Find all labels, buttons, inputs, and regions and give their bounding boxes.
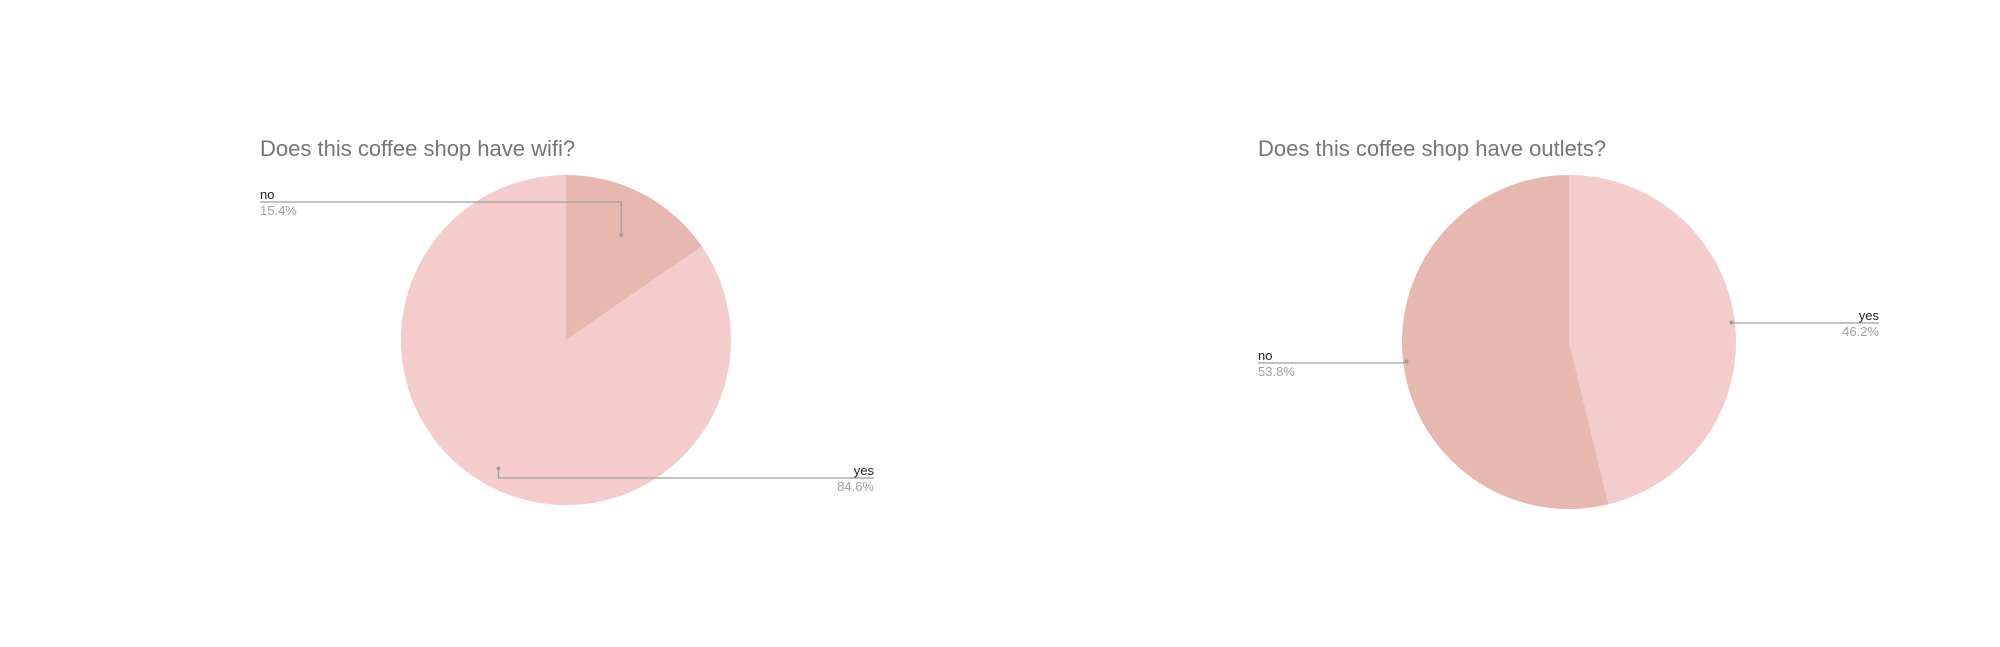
- slice-value-no: 15.4%: [260, 203, 297, 218]
- leader-dot-no: [619, 232, 624, 237]
- leader-line-no: [1258, 361, 1408, 364]
- pie-slice-yes: [401, 175, 731, 505]
- leader-dot-no: [1404, 359, 1409, 364]
- leader-dot-yes: [496, 466, 501, 471]
- slice-value-no: 53.8%: [1258, 364, 1295, 379]
- slice-label-no: no: [260, 187, 274, 202]
- leader-line-yes: [497, 468, 874, 479]
- chart-title: Does this coffee shop have wifi?: [260, 136, 576, 161]
- pie-slice-no: [566, 175, 702, 340]
- pie-slice-yes: [1569, 175, 1736, 505]
- pie-slice-no: [1402, 175, 1609, 509]
- leader-dot-yes: [1729, 320, 1734, 325]
- slice-value-yes: 84.6%: [837, 479, 874, 494]
- slice-label-no: no: [1258, 348, 1272, 363]
- chart-panel-outlets: Does this coffee shop have outlets? yes 4…: [1000, 0, 2000, 647]
- slice-label-yes: yes: [854, 463, 875, 478]
- slice-label-yes: yes: [1859, 308, 1880, 323]
- chart-panel-wifi: Does this coffee shop have wifi? no 15.4%…: [260, 136, 875, 505]
- chart-title: Does this coffee shop have outlets?: [1258, 136, 1607, 161]
- slice-value-yes: 46.2%: [1842, 324, 1879, 339]
- leader-line-no: [260, 201, 622, 235]
